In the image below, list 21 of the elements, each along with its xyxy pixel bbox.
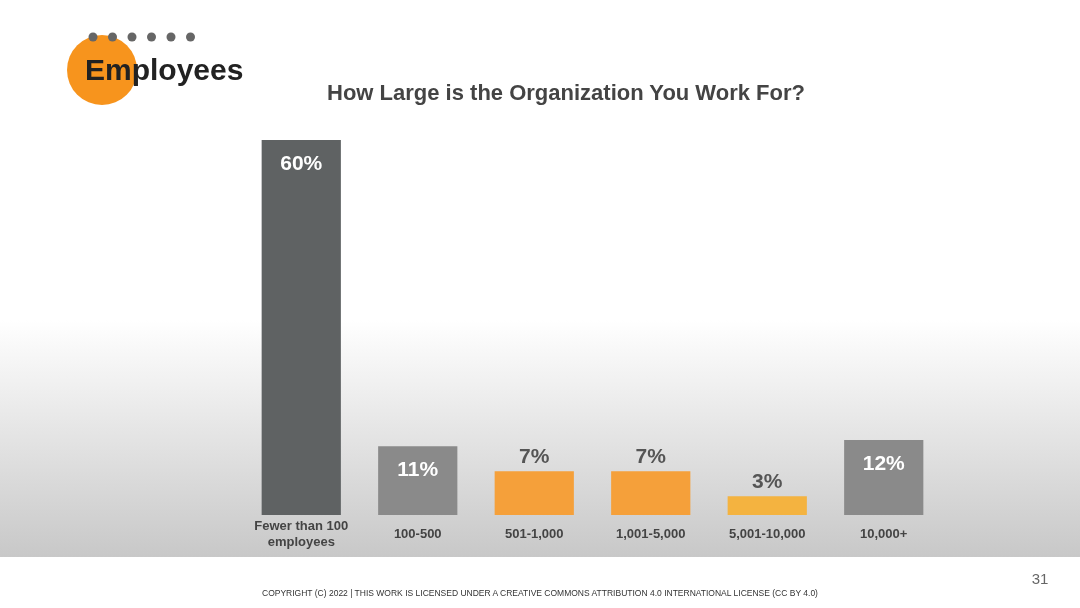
data-label: 3%: [752, 469, 783, 493]
bar: [494, 471, 574, 515]
x-tick-label: 501-1,000: [504, 526, 564, 541]
x-tick-label: 1,001-5,000: [616, 526, 686, 541]
bar: [261, 140, 341, 515]
data-label: 12%: [862, 451, 906, 474]
chart-title: How Large is the Organization You Work For?: [327, 80, 805, 105]
data-label: 7%: [635, 444, 667, 468]
data-label: 11%: [397, 457, 439, 481]
x-tick-label: 100-500: [393, 526, 442, 541]
x-tick-label: 10,000+: [860, 526, 908, 541]
bar: [727, 496, 807, 515]
data-label: 7%: [519, 444, 550, 468]
bar: [611, 471, 691, 515]
bar: [844, 440, 924, 515]
bar: [378, 446, 458, 515]
text: COPYRIGHT (C) 2022 | THIS WORK IS LICENSED UNDER A CREATIVE COMMONS ATTRIBUTION 4.0 INTERNATIONAL LICENSE (CC BY 4.0): [262, 588, 819, 598]
x-tick-label: Fewer than 100 employees: [254, 518, 349, 549]
text: 31: [1031, 570, 1049, 587]
data-label: 60%: [280, 151, 323, 174]
x-tick-label: 5,001-10,000: [728, 526, 806, 541]
